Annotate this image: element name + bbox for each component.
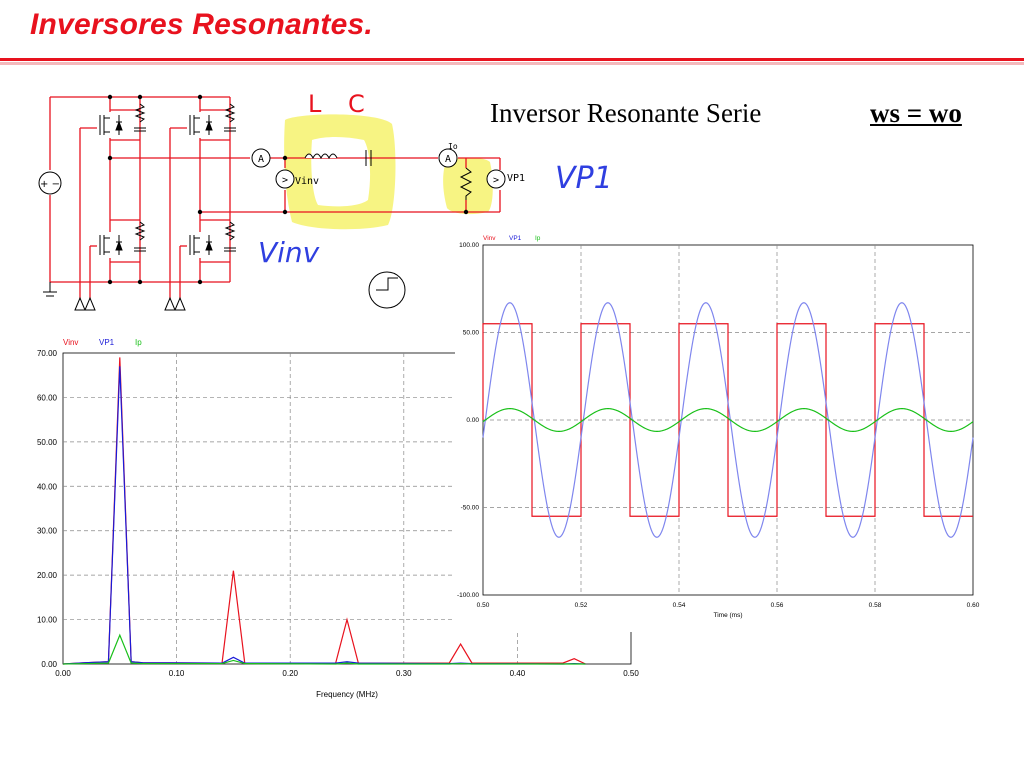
annotation-vp1: VP1 [555, 161, 613, 196]
series-vinv [482, 323, 973, 517]
y-tick-label: 10.00 [37, 616, 58, 625]
slide-subtitle: Inversor Resonante Serie [490, 98, 762, 128]
svg-text:>: > [282, 175, 288, 186]
title-underline [0, 58, 1024, 61]
time-chart: 0.50 0.52 0.54 0.56 0.58 0.60 -100.00 -50.00 0.0… [455, 232, 980, 632]
y-tick-label: -50.00 [461, 505, 480, 512]
x-tick-label: 0.52 [575, 602, 588, 609]
highlight-vp1 [443, 157, 493, 215]
dc-source [38, 171, 62, 195]
voltmeter-vp1 [486, 169, 506, 189]
time-xlabel: Time (ms) [713, 612, 742, 619]
x-tick-label: 0.30 [396, 669, 412, 678]
snubber-1 [134, 103, 146, 132]
y-tick-label: 40.00 [37, 482, 58, 491]
legend-vp1: VP1 [99, 338, 115, 347]
load-resistor [459, 167, 473, 200]
x-tick-label: 0.40 [510, 669, 526, 678]
y-tick-label: 20.00 [37, 571, 58, 580]
x-tick-label: 0.20 [282, 669, 298, 678]
switch-q1 [97, 112, 123, 138]
svg-text:>: > [493, 175, 499, 186]
series-ip [62, 633, 586, 665]
slide-title: Inversores Resonantes. [30, 8, 373, 41]
series-vp1 [482, 302, 974, 538]
y-tick-label: 100.00 [459, 242, 479, 249]
x-tick-label: 0.56 [771, 602, 784, 609]
y-tick-label: 0.00 [41, 660, 57, 669]
ammeter-1 [251, 148, 271, 168]
y-tick-label: -100.00 [457, 592, 479, 599]
annotation-vinv: Vinv [258, 236, 320, 269]
x-tick-label: 0.58 [869, 602, 882, 609]
label-vp1: VP1 [507, 173, 525, 184]
y-tick-label: 50.00 [463, 330, 480, 337]
clock-icon [368, 271, 406, 309]
title-underline-shadow [0, 62, 1024, 65]
legend-ip: Ip [135, 338, 142, 347]
x-tick-label: 0.50 [477, 602, 490, 609]
switch-q4 [187, 232, 213, 258]
switch-q3 [187, 112, 213, 138]
highlight-lc [284, 114, 396, 230]
svg-text:A: A [258, 154, 264, 165]
x-tick-label: 0.60 [967, 602, 980, 609]
snubber-2 [134, 221, 146, 252]
label-io: Io [448, 142, 458, 151]
resonance-equation: ws = wo [870, 98, 962, 128]
series-ip [482, 408, 974, 432]
y-tick-label: 70.00 [37, 349, 58, 358]
inductor-l [304, 153, 338, 160]
y-tick-label: 0.00 [466, 417, 479, 424]
y-tick-label: 50.00 [37, 438, 58, 447]
annotation-c: C [348, 90, 365, 118]
x-tick-label: 0.10 [169, 669, 185, 678]
legend-vinv: Vinv [63, 338, 78, 347]
y-tick-label: 60.00 [37, 393, 58, 402]
ground-icon [43, 282, 57, 297]
snubber-4 [224, 221, 236, 252]
x-tick-label: 0.00 [55, 669, 71, 678]
y-tick-label: 30.00 [37, 527, 58, 536]
voltmeter-vinv [275, 169, 295, 189]
gate-driver-icon [74, 296, 186, 311]
legend-ip: Ip [535, 235, 541, 242]
spectrum-xlabel: Frequency (MHz) [316, 690, 378, 699]
x-tick-label: 0.54 [673, 602, 686, 609]
label-vinv: Vinv [295, 176, 319, 187]
x-tick-label: 0.50 [623, 669, 639, 678]
legend-vp1: VP1 [509, 235, 522, 242]
ammeter-2 [438, 148, 458, 168]
svg-text:A: A [445, 154, 451, 165]
dc-source-symbol: + − [40, 179, 60, 190]
switch-q2 [97, 232, 123, 258]
legend-vinv: Vinv [483, 235, 496, 242]
snubber-3 [224, 103, 236, 132]
annotation-l: L [308, 90, 322, 118]
